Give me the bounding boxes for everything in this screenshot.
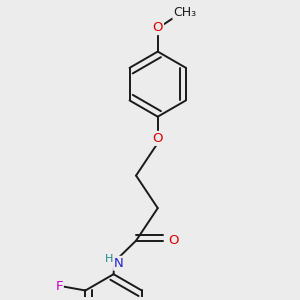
Text: N: N	[114, 257, 124, 270]
Text: CH₃: CH₃	[173, 6, 196, 19]
Text: F: F	[55, 280, 63, 293]
Text: O: O	[168, 234, 178, 247]
Text: H: H	[105, 254, 113, 264]
Text: O: O	[152, 132, 163, 145]
Text: O: O	[152, 21, 163, 34]
